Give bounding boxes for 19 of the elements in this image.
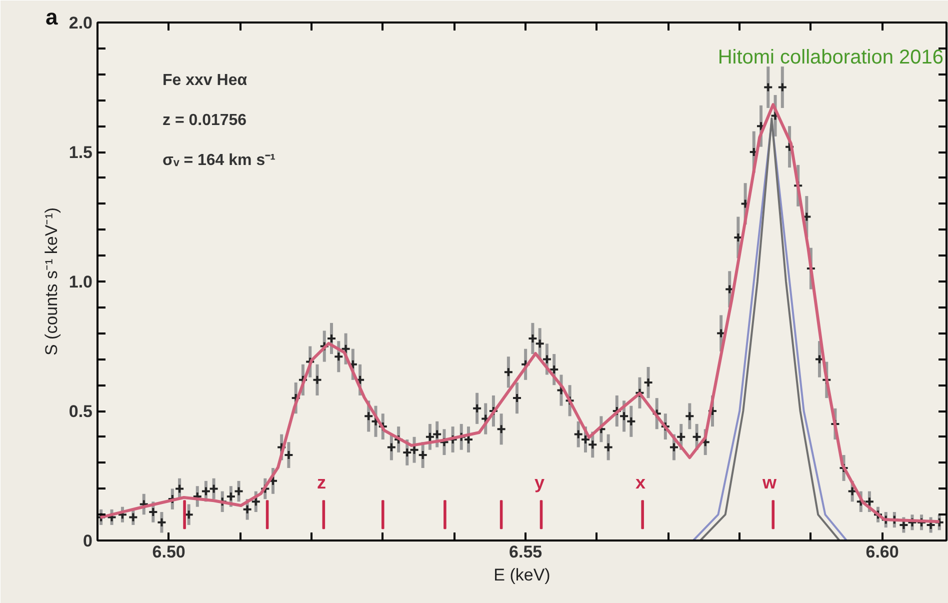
x-tick-label: 6.60 [866, 542, 899, 562]
y-axis-title: S (counts s⁻¹ keV⁻¹) [42, 207, 61, 356]
y-tick-label: 2.0 [68, 14, 93, 32]
x-axis-title: E (keV) [494, 566, 550, 584]
annotation: w [762, 472, 778, 492]
annotation: z = 0.01756 [162, 112, 247, 129]
y-tick-label: 1.5 [68, 143, 93, 162]
annotation: y [534, 472, 545, 492]
y-tick-label: 0.5 [68, 402, 93, 421]
annotation: x [635, 472, 646, 492]
annotation: Fe xxv Heα [162, 72, 248, 89]
annotation: σᵥ = 164 km s⁻¹ [162, 152, 276, 169]
y-tick-label: 0 [83, 532, 93, 550]
text: a [46, 4, 58, 30]
y-tick-label: 1.0 [68, 272, 93, 292]
annotation: Hitomi collaboration 2016 [718, 46, 944, 68]
annotation: z [317, 472, 326, 492]
x-tick-label: 6.55 [509, 542, 542, 562]
x-tick-label: 6.50 [152, 542, 186, 562]
